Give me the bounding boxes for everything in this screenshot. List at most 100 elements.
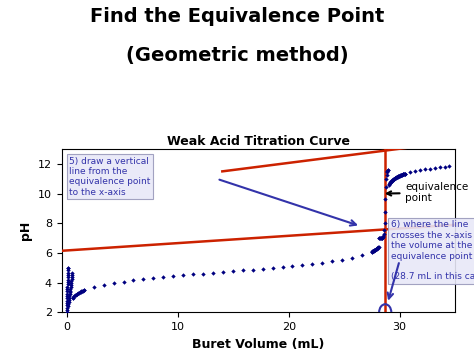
Point bbox=[64, 301, 72, 307]
Point bbox=[391, 176, 398, 181]
Point bbox=[373, 246, 380, 252]
Point bbox=[397, 173, 404, 178]
Point bbox=[64, 298, 71, 304]
Point bbox=[67, 284, 74, 289]
Point bbox=[385, 182, 392, 187]
Point bbox=[64, 265, 72, 271]
Point bbox=[269, 265, 276, 271]
Point bbox=[373, 246, 380, 251]
Point bbox=[394, 174, 402, 179]
Point bbox=[64, 295, 71, 301]
Point bbox=[382, 185, 390, 190]
Point bbox=[80, 288, 88, 293]
Point bbox=[399, 171, 406, 177]
Point bbox=[375, 235, 383, 241]
Point bbox=[391, 175, 399, 181]
Point bbox=[69, 295, 76, 301]
Point bbox=[373, 246, 381, 251]
Point bbox=[66, 291, 73, 297]
Point bbox=[64, 293, 71, 299]
Point bbox=[389, 177, 396, 183]
Point bbox=[383, 172, 391, 178]
Point bbox=[426, 166, 434, 171]
Point bbox=[64, 279, 71, 285]
Point bbox=[397, 172, 405, 178]
Point bbox=[348, 255, 356, 261]
Point bbox=[392, 175, 399, 181]
Point bbox=[387, 179, 395, 185]
Title: Weak Acid Titration Curve: Weak Acid Titration Curve bbox=[167, 135, 350, 148]
Point bbox=[189, 272, 197, 277]
Point bbox=[209, 270, 217, 275]
Point bbox=[70, 294, 77, 300]
Point bbox=[76, 289, 83, 295]
Point bbox=[382, 196, 389, 202]
Point bbox=[130, 278, 137, 283]
Point bbox=[369, 248, 376, 254]
Point bbox=[411, 168, 419, 174]
Point bbox=[65, 297, 73, 303]
Point bbox=[380, 233, 387, 239]
Point bbox=[279, 264, 286, 270]
Point bbox=[389, 177, 397, 182]
Point bbox=[406, 169, 414, 175]
Text: 6) where the line
crosses the x-axis is
the volume at the
equivalence point

(28: 6) where the line crosses the x-axis is … bbox=[391, 220, 474, 282]
Point bbox=[372, 246, 380, 252]
Point bbox=[75, 290, 83, 295]
Point bbox=[120, 279, 128, 284]
Point bbox=[388, 178, 396, 183]
Point bbox=[377, 235, 384, 241]
Point bbox=[395, 173, 402, 179]
Point bbox=[374, 245, 382, 251]
Text: (Geometric method): (Geometric method) bbox=[126, 46, 348, 65]
Point bbox=[64, 300, 71, 306]
Point bbox=[384, 168, 392, 173]
Point bbox=[398, 172, 405, 178]
Point bbox=[64, 267, 72, 273]
Point bbox=[383, 169, 391, 175]
Point bbox=[66, 288, 74, 293]
Point bbox=[64, 286, 71, 292]
Point bbox=[383, 168, 391, 174]
Point bbox=[441, 164, 448, 170]
Point bbox=[393, 174, 401, 180]
Point bbox=[64, 282, 71, 287]
Point bbox=[390, 176, 398, 182]
Point bbox=[391, 175, 399, 181]
Point bbox=[358, 252, 366, 258]
Point bbox=[376, 235, 384, 241]
Point bbox=[64, 274, 72, 280]
Point bbox=[369, 248, 376, 254]
Point bbox=[309, 261, 316, 267]
Point bbox=[199, 271, 207, 277]
Point bbox=[380, 227, 388, 233]
Point bbox=[390, 176, 397, 182]
Point bbox=[416, 167, 424, 173]
Point bbox=[436, 164, 444, 170]
Point bbox=[67, 282, 75, 288]
Point bbox=[299, 262, 306, 268]
Point bbox=[381, 209, 389, 214]
Point bbox=[395, 173, 403, 179]
Point bbox=[381, 220, 388, 225]
Point bbox=[395, 173, 402, 179]
Point bbox=[378, 235, 386, 241]
Point bbox=[100, 282, 108, 288]
Point bbox=[79, 288, 87, 294]
Point bbox=[179, 273, 187, 278]
X-axis label: Buret Volume (mL): Buret Volume (mL) bbox=[192, 338, 325, 351]
Point bbox=[65, 294, 73, 299]
Point bbox=[379, 234, 387, 240]
Point bbox=[398, 172, 406, 178]
Point bbox=[374, 245, 381, 251]
Point bbox=[370, 247, 378, 253]
Point bbox=[372, 247, 379, 252]
Point bbox=[71, 293, 79, 298]
Point bbox=[386, 180, 394, 186]
Point bbox=[73, 291, 81, 297]
Point bbox=[319, 260, 326, 266]
Point bbox=[400, 171, 408, 177]
Point bbox=[65, 296, 73, 301]
Point bbox=[369, 248, 377, 254]
Point bbox=[149, 275, 157, 281]
